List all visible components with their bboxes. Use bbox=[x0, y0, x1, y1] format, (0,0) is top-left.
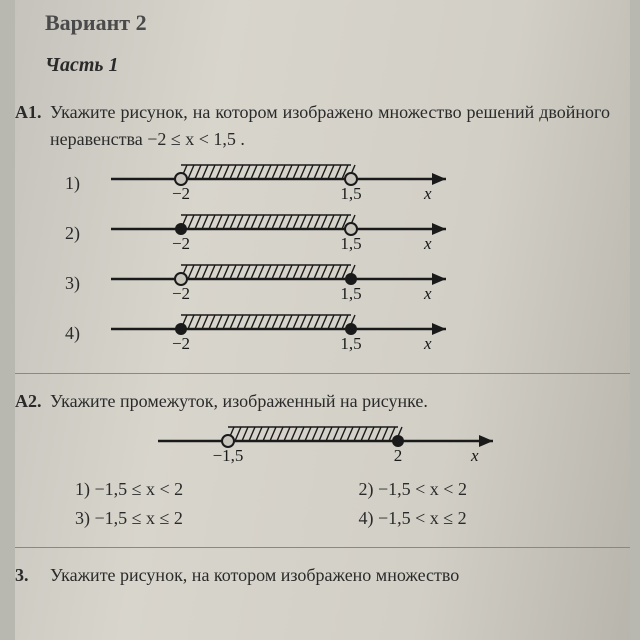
number-line: −2 1,5 x bbox=[101, 161, 461, 205]
a2-text: Укажите промежуток, изображенный на рису… bbox=[50, 388, 610, 415]
problem-a3: 3. Укажите рисунок, на котором изображен… bbox=[45, 562, 610, 589]
option-label: 2) bbox=[65, 223, 101, 244]
a2-opt2: 2) −1,5 < x < 2 bbox=[359, 479, 611, 500]
svg-text:−2: −2 bbox=[172, 334, 190, 353]
number-line: −2 1,5 x bbox=[101, 261, 461, 305]
svg-text:1,5: 1,5 bbox=[340, 334, 361, 353]
a3-text: Укажите рисунок, на котором изображено м… bbox=[50, 562, 610, 589]
svg-text:1,5: 1,5 bbox=[340, 234, 361, 253]
svg-text:x: x bbox=[423, 184, 432, 203]
a1-option-row: 4) −2 1,5 x bbox=[65, 311, 610, 355]
option-label: 3) bbox=[65, 273, 101, 294]
divider bbox=[15, 373, 630, 374]
option-label: 4) bbox=[65, 323, 101, 344]
a1-text: Укажите рисунок, на котором изображено м… bbox=[50, 99, 610, 153]
svg-text:−2: −2 bbox=[172, 234, 190, 253]
a1-number: A1. bbox=[15, 99, 50, 153]
a2-opt3: 3) −1,5 ≤ x ≤ 2 bbox=[75, 508, 327, 529]
problem-a2: A2. Укажите промежуток, изображенный на … bbox=[45, 388, 610, 529]
a1-option-row: 1) −2 1,5 x bbox=[65, 161, 610, 205]
a2-options: 1) −1,5 ≤ x < 2 2) −1,5 < x < 2 3) −1,5 … bbox=[75, 479, 610, 529]
svg-text:x: x bbox=[423, 284, 432, 303]
number-line: −2 1,5 x bbox=[101, 211, 461, 255]
a2-number-line: −1,5 2 x bbox=[148, 423, 508, 467]
a2-opt4: 4) −1,5 < x ≤ 2 bbox=[359, 508, 611, 529]
svg-text:x: x bbox=[423, 334, 432, 353]
variant-title: Вариант 2 bbox=[45, 10, 610, 36]
svg-text:−2: −2 bbox=[172, 284, 190, 303]
svg-text:x: x bbox=[423, 234, 432, 253]
a3-number: 3. bbox=[15, 562, 50, 589]
a2-number: A2. bbox=[15, 388, 50, 415]
problem-a1: A1. Укажите рисунок, на котором изображе… bbox=[45, 99, 610, 355]
svg-text:1,5: 1,5 bbox=[340, 184, 361, 203]
svg-text:x: x bbox=[470, 446, 479, 465]
divider bbox=[15, 547, 630, 548]
part-title: Часть 1 bbox=[45, 54, 610, 77]
svg-text:−1,5: −1,5 bbox=[212, 446, 243, 465]
a1-option-row: 3) −2 1,5 x bbox=[65, 261, 610, 305]
svg-text:1,5: 1,5 bbox=[340, 284, 361, 303]
svg-text:−2: −2 bbox=[172, 184, 190, 203]
svg-text:2: 2 bbox=[393, 446, 402, 465]
a2-opt1: 1) −1,5 ≤ x < 2 bbox=[75, 479, 327, 500]
number-line: −2 1,5 x bbox=[101, 311, 461, 355]
option-label: 1) bbox=[65, 173, 101, 194]
a1-option-row: 2) −2 1,5 x bbox=[65, 211, 610, 255]
